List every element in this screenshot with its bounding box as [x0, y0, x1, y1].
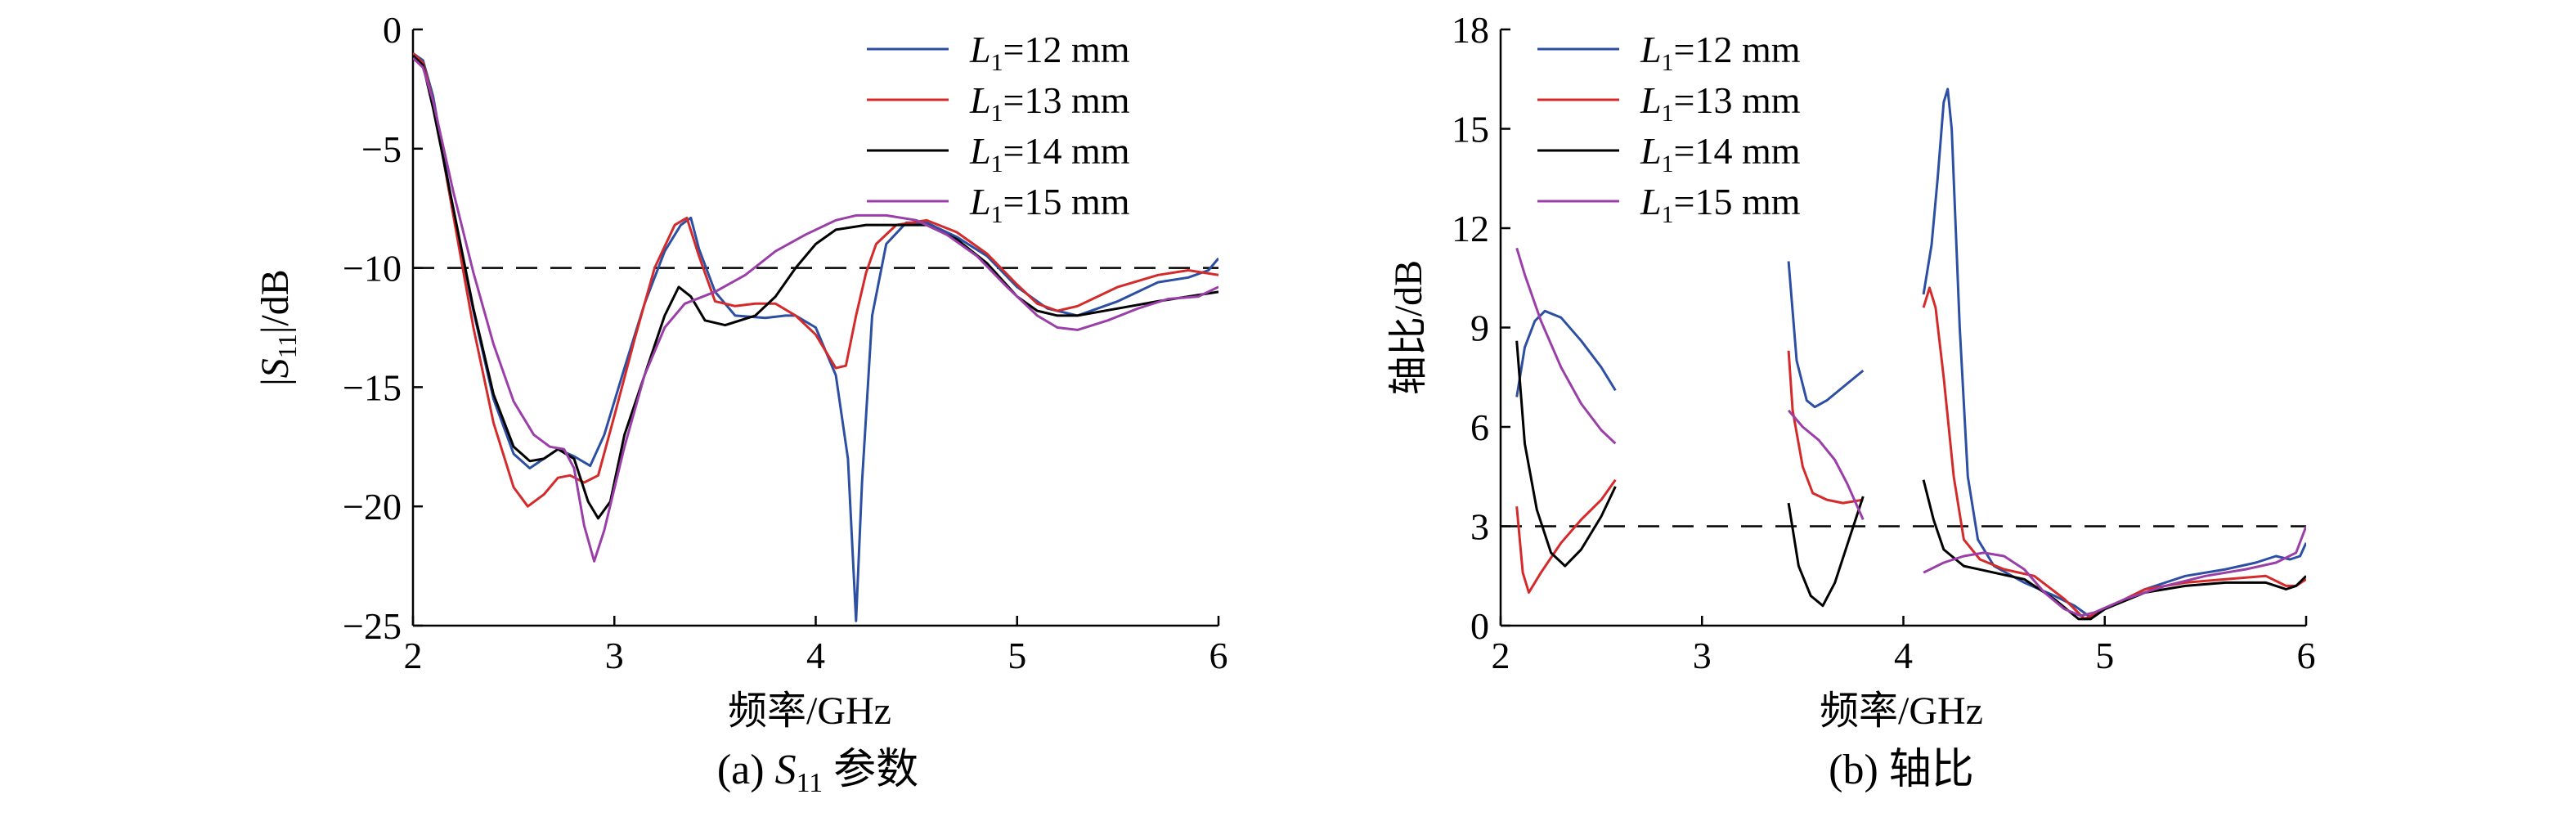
y-tick-label: −10 — [343, 248, 402, 290]
panel-caption: (b) 轴比 — [1829, 747, 1974, 793]
series-line-2-part-3 — [1922, 286, 2306, 621]
legend-label-3: L1=14 mm — [1640, 130, 1801, 177]
y-tick-label: 3 — [1470, 506, 1489, 548]
series-line-4-part-2 — [1787, 409, 1865, 521]
series-line-2-part-2 — [1787, 350, 1864, 505]
x-tick-label: 5 — [1008, 635, 1026, 676]
series-line-4-part-3 — [1923, 525, 2306, 617]
legend-label-2: L1=13 mm — [969, 79, 1130, 127]
legend-label-1: L1=12 mm — [1640, 29, 1801, 76]
y-tick-label: −5 — [361, 128, 402, 170]
x-tick-label: 4 — [806, 635, 825, 676]
series-line-2-part-1 — [1515, 478, 1617, 594]
legend-label-3: L1=14 mm — [969, 130, 1130, 177]
x-tick-label: 4 — [1894, 635, 1913, 676]
x-tick-label: 5 — [2095, 635, 2114, 676]
series-line-3-part-1 — [1515, 340, 1617, 568]
y-tick-label: 0 — [383, 9, 402, 51]
legend-label-4: L1=15 mm — [1640, 181, 1801, 228]
legend-label-4: L1=15 mm — [969, 181, 1130, 228]
x-axis-label: 频率/GHz — [1820, 689, 1983, 733]
y-tick-label: 18 — [1452, 9, 1489, 51]
y-tick-label: 12 — [1452, 208, 1489, 249]
x-tick-label: 3 — [605, 635, 624, 676]
series-line-3-part-2 — [1787, 496, 1865, 608]
series-line-3 — [413, 55, 1218, 520]
y-axis-label: |S11|/dB — [254, 269, 302, 386]
series-line-1-part-3 — [1922, 88, 2306, 619]
x-tick-label: 2 — [404, 635, 423, 676]
y-axis-label: 轴比/dB — [1387, 260, 1430, 395]
x-tick-label: 2 — [1492, 635, 1510, 676]
y-tick-label: 9 — [1470, 307, 1489, 349]
y-tick-label: 15 — [1452, 109, 1489, 150]
y-tick-label: 0 — [1470, 605, 1489, 647]
y-tick-label: 6 — [1470, 406, 1489, 448]
series-line-4-part-1 — [1515, 247, 1617, 445]
x-tick-label: 3 — [1693, 635, 1712, 676]
x-axis-label: 频率/GHz — [728, 689, 891, 733]
x-tick-label: 6 — [2297, 635, 2316, 676]
legend-label-2: L1=13 mm — [1640, 79, 1801, 127]
panel-caption: (a) S11 参数 — [717, 747, 918, 798]
y-tick-label: −25 — [343, 605, 402, 647]
x-tick-label: 6 — [1209, 635, 1228, 676]
y-tick-label: −20 — [343, 486, 402, 527]
series-line-3-part-3 — [1922, 479, 2306, 621]
series-line-2 — [413, 52, 1218, 508]
series-line-4 — [413, 56, 1218, 563]
series-line-1-part-2 — [1787, 261, 1865, 409]
legend-label-1: L1=12 mm — [969, 29, 1130, 76]
y-tick-label: −15 — [343, 366, 402, 408]
series-line-1-part-1 — [1515, 309, 1617, 397]
